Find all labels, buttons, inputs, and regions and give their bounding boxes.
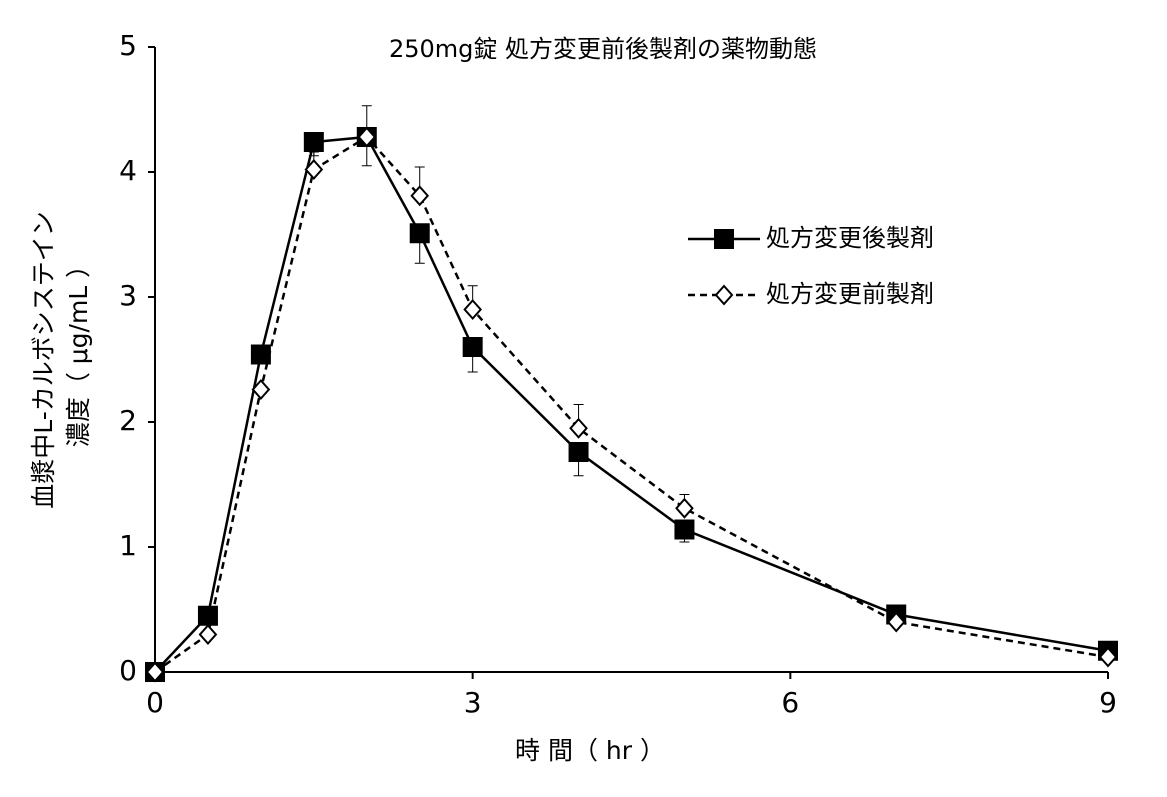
x-tick-label: 0 [146,686,164,719]
marker [568,442,589,462]
x-tick-label: 3 [464,686,482,719]
legend-label: 処方変更前製剤 [766,280,934,308]
marker [886,611,906,633]
y-tick-label: 3 [119,279,137,312]
marker [145,661,165,683]
marker [409,223,430,244]
marker [303,132,324,152]
marker [1098,646,1118,668]
marker [410,185,430,207]
marker [198,623,218,646]
marker [569,417,588,439]
legend-label: 処方変更後製剤 [766,224,934,252]
marker [304,158,324,181]
x-tick-label: 9 [1099,686,1117,719]
marker [357,126,377,148]
marker [462,337,483,357]
y-tick-label: 5 [119,29,137,62]
marker [674,519,695,540]
series-line [154,135,1109,673]
marker [251,378,271,401]
x-axis-label: 時 間（ hr ） [515,736,665,765]
marker [675,497,694,519]
legend-marker [714,284,734,306]
y-tick-label: 0 [119,654,137,687]
marker [250,344,271,365]
y-axis-label: 濃度（ μg/mL ） [64,253,93,447]
y-tick-label: 4 [119,154,137,187]
legend-marker [714,229,734,249]
marker [197,605,218,626]
x-tick-label: 6 [781,686,799,719]
y-axis-label: 血漿中L-カルボシステイン [29,211,58,509]
y-tick-label: 1 [119,529,137,562]
marker [463,298,483,321]
series-line [154,135,1109,674]
y-tick-label: 2 [119,404,137,437]
chart-title: 250mg錠 処方変更前後製剤の薬物動態 [389,35,817,63]
